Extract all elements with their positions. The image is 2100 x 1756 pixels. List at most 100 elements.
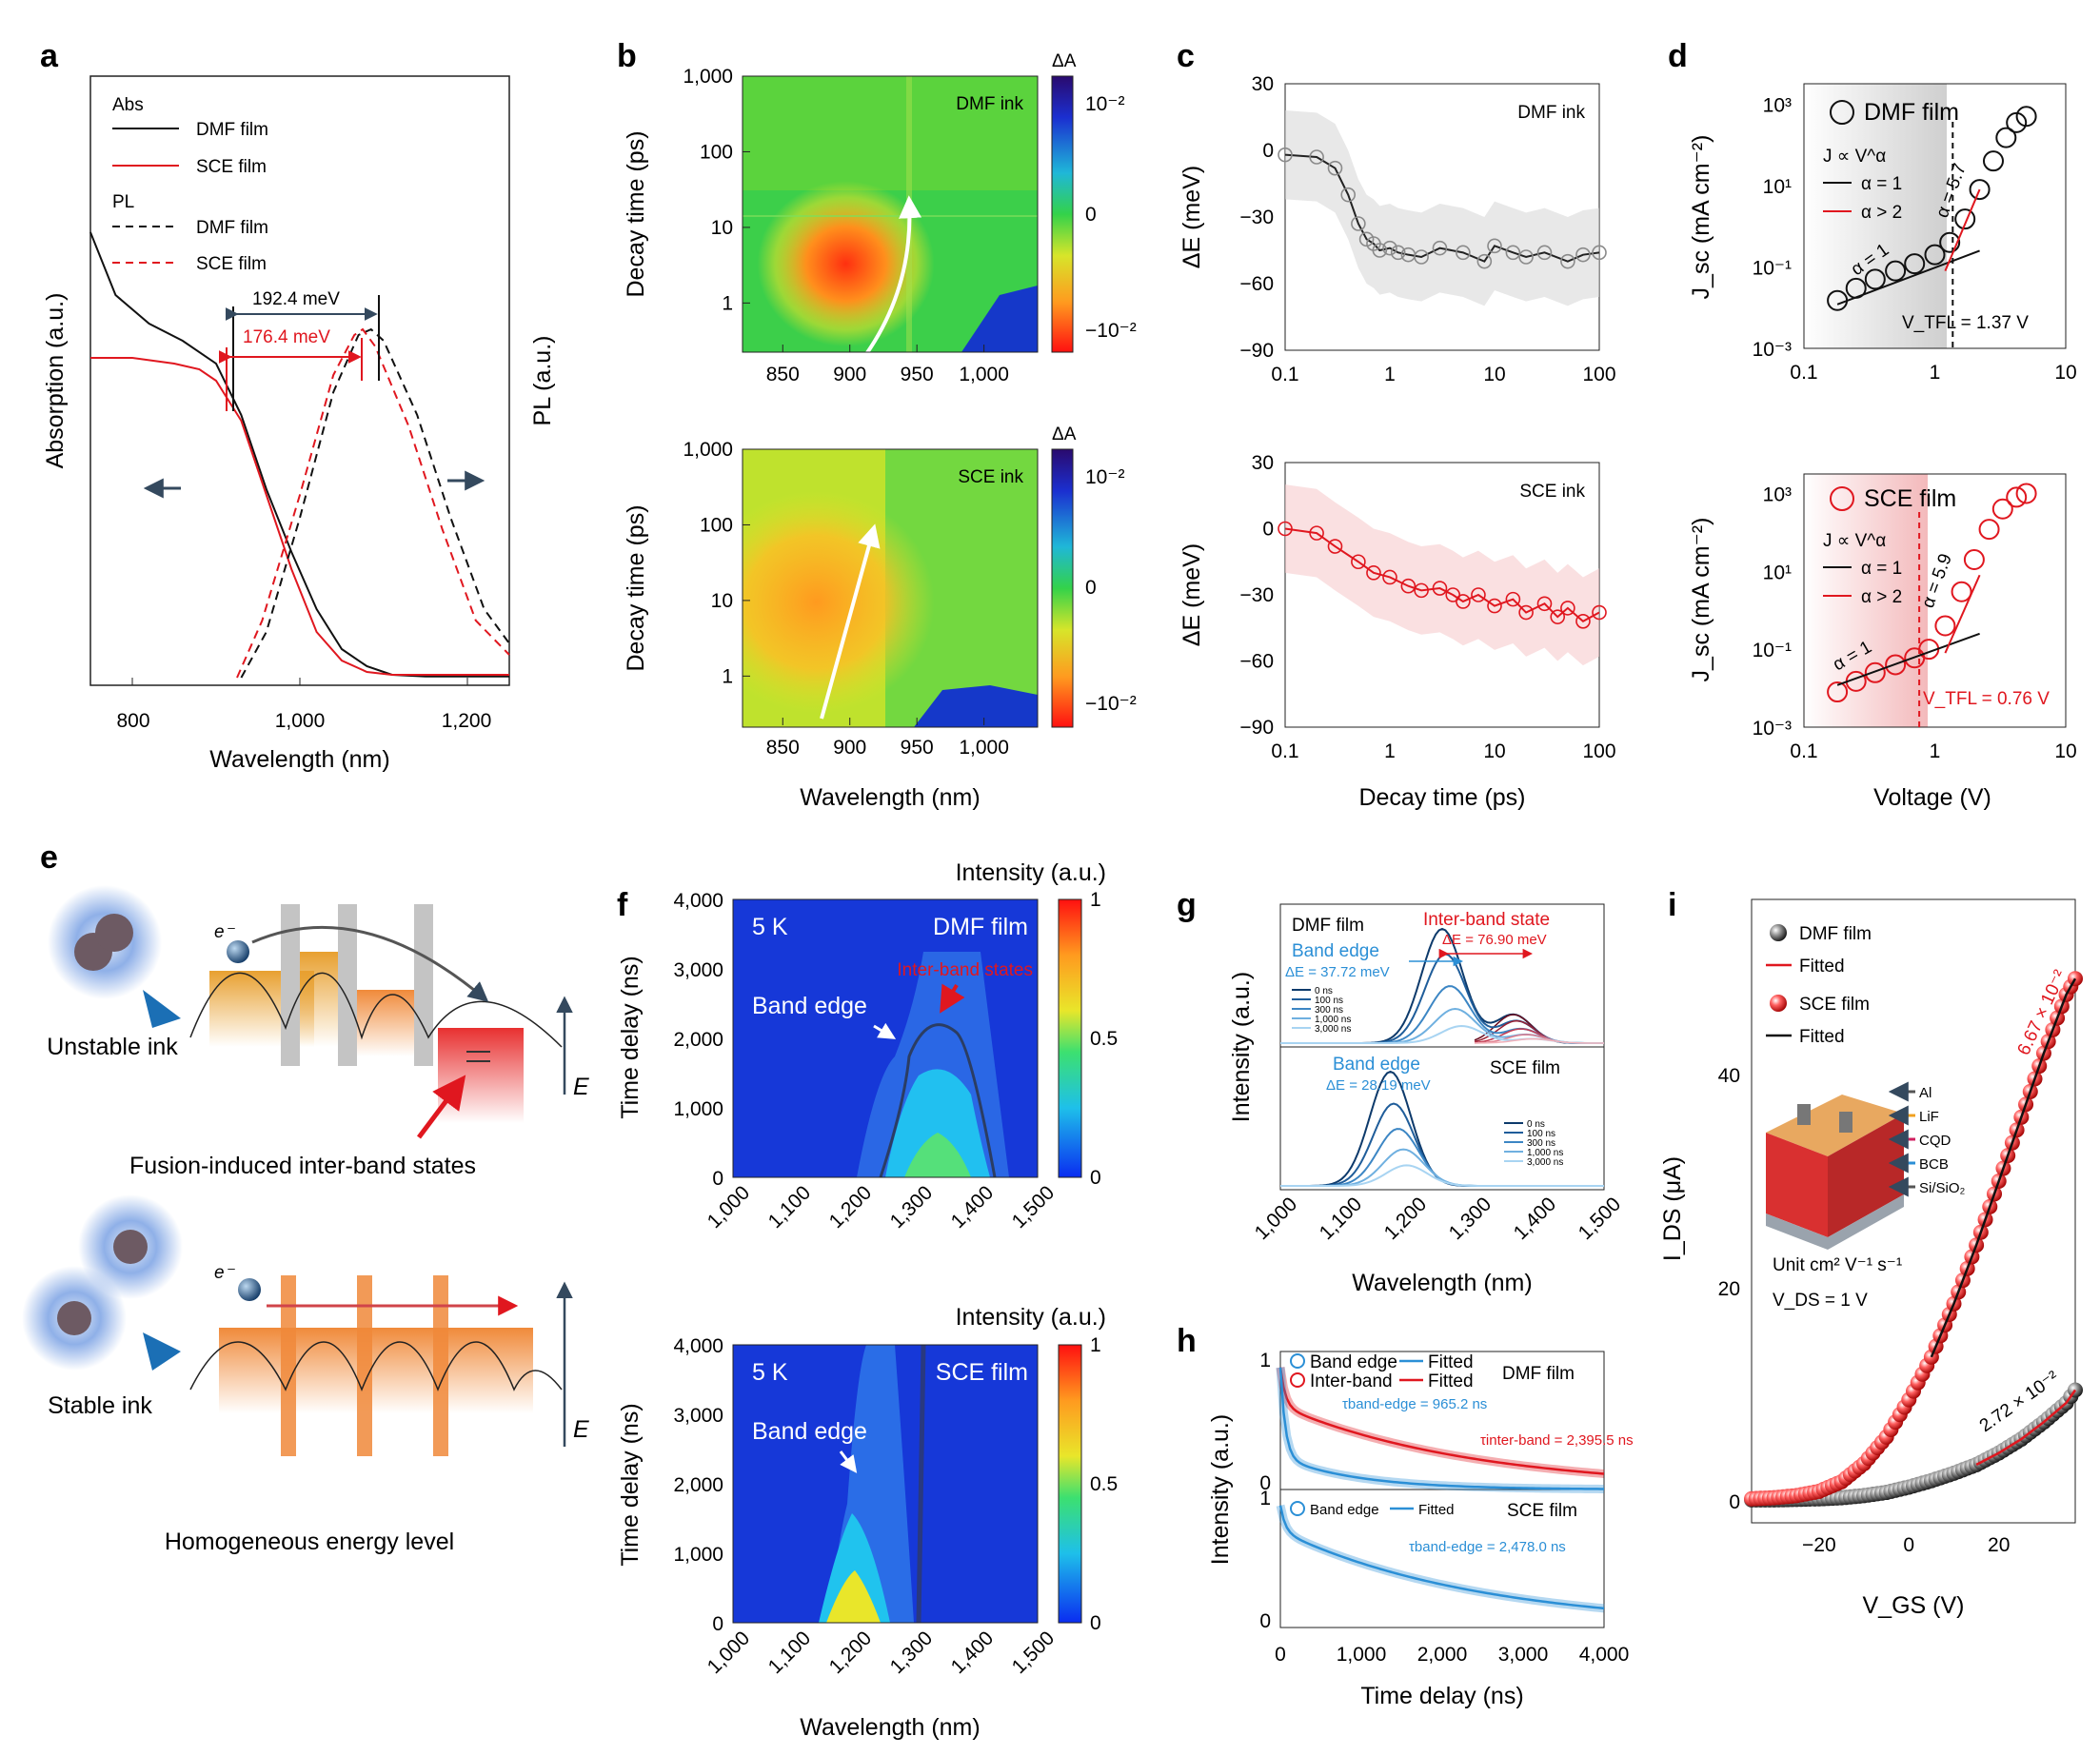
h-ylabel: Intensity (a.u.): [1207, 1414, 1234, 1565]
d-ylabel-top: J_sc (mA cm⁻²): [1688, 135, 1714, 300]
b-xtick-top-0: 850: [766, 364, 800, 385]
d-ytick-1-1: 10¹: [1763, 562, 1792, 583]
panel-i: 40 20 0 −20 0 20 DMF film Fitted SCE film Fit…: [1659, 899, 2083, 1619]
g-xtick-4: 1,400: [1510, 1194, 1560, 1244]
b-cbar-tick-0-2: −10⁻²: [1085, 320, 1137, 342]
panel-label-b: b: [617, 38, 637, 74]
f-band-label-sce: Band edge: [752, 1418, 867, 1445]
f-cbar-title-top: Intensity (a.u.): [956, 859, 1106, 886]
f-cbar-tick-top-2: 0: [1090, 1167, 1101, 1189]
d-ylabel-bottom: J_sc (mA cm⁻²): [1688, 518, 1714, 682]
h-leg-inter-marker: [1291, 1373, 1304, 1387]
c-ytick-1-2: −30: [1239, 584, 1274, 606]
e-band-4: [438, 1028, 524, 1123]
i-xtick-1: 0: [1903, 1534, 1914, 1556]
panel-label-f: f: [617, 887, 628, 923]
d-point-1-9: [1980, 520, 1999, 539]
b-cbar-tick-0-1: 0: [1085, 204, 1097, 226]
g-name-sce: SCE film: [1490, 1058, 1560, 1078]
h-leg-fit1: Fitted: [1428, 1352, 1474, 1372]
c-xtick-1-2: 10: [1483, 740, 1505, 762]
i-xlabel: V_GS (V): [1863, 1592, 1965, 1619]
g-leg-dmf-4: 3,000 ns: [1315, 1024, 1351, 1035]
h-xtick-0: 0: [1275, 1644, 1286, 1666]
d-ytick-0-2: 10⁻¹: [1753, 257, 1792, 279]
h-ytick1-1: 1: [1259, 1488, 1271, 1509]
h-leg-band: Band edge: [1310, 1352, 1397, 1372]
b-ytick-top-0: 1,000: [683, 66, 733, 88]
h-xlabel: Time delay (ns): [1360, 1683, 1523, 1709]
label-dmf-shift: 192.4 meV: [252, 289, 340, 309]
b-colorbar-bottom: [1052, 449, 1073, 727]
e-electron-stable: [238, 1278, 261, 1301]
d-ytick-0-3: 10⁻³: [1753, 339, 1792, 361]
a-xtick-800: 800: [116, 710, 149, 732]
i-xtick-0: −20: [1802, 1534, 1836, 1556]
panel-label-g: g: [1177, 887, 1197, 923]
c-ytick-0-2: −30: [1239, 207, 1274, 228]
f-band-label-dmf: Band edge: [752, 993, 867, 1019]
f-ylabel-bottom: Time delay (ns): [617, 1403, 644, 1566]
h-ytick1-0: 1: [1259, 1350, 1271, 1371]
i-leg-sce: SCE film: [1799, 995, 1870, 1015]
g-xtick-5: 1,500: [1575, 1194, 1625, 1244]
c-ytick-0-0: 30: [1252, 73, 1274, 95]
f-xtick-bot-5: 1,500: [1008, 1628, 1059, 1678]
d-xtick-0-0: 0.1: [1790, 362, 1817, 384]
h-leg-inter: Inter-band: [1310, 1371, 1393, 1391]
e-barrier-stable-1: [281, 1275, 296, 1456]
i-ylabel: I_DS (μA): [1659, 1156, 1686, 1261]
b-cbar-tick-1-2: −10⁻²: [1085, 693, 1137, 715]
e-electron-unstable: [227, 940, 249, 963]
d-tcl-fit-1: [1945, 575, 1979, 653]
d-ytick-1-2: 10⁻¹: [1753, 640, 1792, 661]
panel-a: Abs DMF film SCE film PL DMF film SCE fi…: [42, 76, 556, 773]
c-xlabel: Decay time (ps): [1358, 784, 1525, 811]
legend-pl-sce: SCE film: [196, 254, 267, 274]
g-xlabel: Wavelength (nm): [1352, 1270, 1532, 1296]
i-ytick-2: 0: [1729, 1491, 1740, 1513]
g-band-dmf: Band edge: [1292, 941, 1379, 961]
f-cbar-tick-bot-0: 1: [1090, 1334, 1101, 1356]
e-axis-label-stable: E: [573, 1416, 589, 1443]
d-vtfl-top: V_TFL = 1.37 V: [1902, 313, 2029, 333]
i-inset-label-1: LiF: [1919, 1109, 1939, 1125]
f-temp-dmf: 5 K: [752, 914, 788, 940]
f-xtick-top-3: 1,300: [886, 1182, 937, 1233]
g-band-de-dmf: ΔE = 37.72 meV: [1285, 964, 1390, 980]
f-cbar-title-bottom: Intensity (a.u.): [956, 1304, 1106, 1331]
i-inset-unit: Unit cm² V⁻¹ s⁻¹: [1773, 1255, 1902, 1275]
f-cbar-tick-bot-1: 0.5: [1090, 1473, 1118, 1495]
d-legend-ohm-top: α = 1: [1861, 174, 1902, 194]
h-leg-fit2: Fitted: [1428, 1371, 1474, 1391]
h-ytick0-1: 0: [1259, 1610, 1271, 1632]
d-legend-ohm-bottom: α = 1: [1861, 559, 1902, 579]
panel-a-frame: [90, 76, 509, 685]
g-ylabel: Intensity (a.u.): [1228, 972, 1255, 1122]
d-law-bottom: J ∝ V^α: [1823, 531, 1886, 551]
d-legend-sce: SCE film: [1864, 485, 1956, 512]
panel-label-e: e: [40, 839, 58, 876]
i-leg-dmf-marker: [1770, 924, 1787, 941]
d-xlabel: Voltage (V): [1873, 784, 1991, 811]
b-cbar-title-bottom: ΔA: [1052, 424, 1077, 444]
c-xtick-0-2: 10: [1483, 364, 1505, 385]
c-xtick-1-3: 100: [1582, 740, 1615, 762]
e-label-unstable: Unstable ink: [47, 1034, 178, 1060]
legend-abs-sce: SCE film: [196, 157, 267, 177]
c-xtick-0-1: 1: [1384, 364, 1396, 385]
e-arrow-unstable: [143, 990, 181, 1028]
c-band-1: [1285, 484, 1599, 665]
panel-label-c: c: [1177, 38, 1195, 74]
g-inter-de-dmf: ΔE = 76.90 meV: [1442, 932, 1547, 948]
e-label-fusion: Fusion-induced inter-band states: [129, 1153, 476, 1179]
h-xtick-3: 3,000: [1498, 1644, 1549, 1666]
i-ytick-0: 40: [1718, 1065, 1740, 1087]
d-xtick-0-1: 1: [1930, 362, 1941, 384]
d-point-0-9: [1984, 151, 2003, 170]
f-ytick-bot-0: 4,000: [673, 1335, 723, 1357]
panel-label-h: h: [1177, 1323, 1197, 1359]
h-leg-fit-sce-label: Fitted: [1418, 1502, 1455, 1518]
i-inset-label-0: Al: [1919, 1085, 1932, 1101]
d-xtick-1-2: 10: [2054, 740, 2076, 762]
